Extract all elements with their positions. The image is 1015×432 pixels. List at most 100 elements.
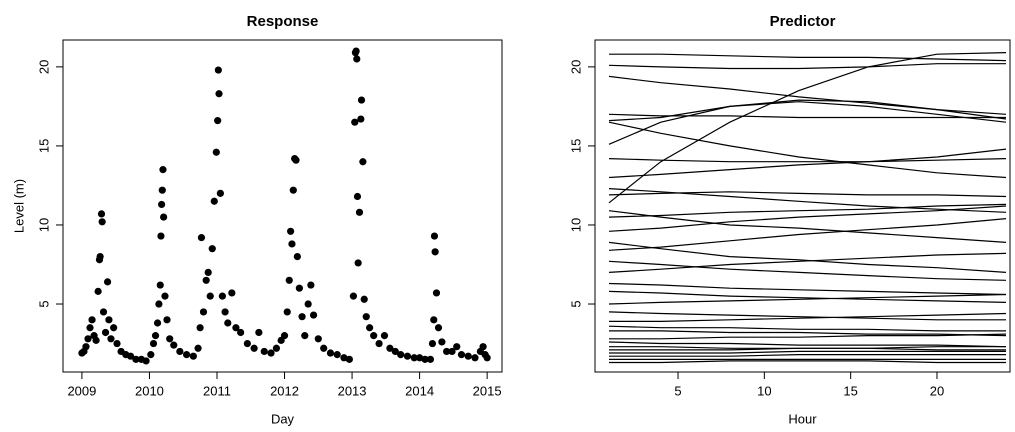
point (157, 232, 165, 240)
point (202, 276, 210, 284)
line (608, 52, 1007, 204)
line (609, 350, 1006, 354)
y-tick-label: 5 (568, 300, 583, 307)
point (345, 355, 353, 363)
point (206, 292, 214, 300)
point (431, 248, 439, 256)
x-tick-label: 2015 (473, 383, 502, 398)
point (457, 351, 466, 359)
point (96, 252, 104, 261)
x-axis-label: Day (271, 411, 295, 426)
point (298, 313, 306, 321)
x-tick-label: 2009 (67, 383, 96, 398)
point (355, 208, 364, 216)
line (608, 121, 1007, 179)
point (105, 316, 113, 324)
y-tick-label: 15 (36, 139, 51, 153)
point (359, 158, 367, 166)
point (161, 292, 169, 300)
line (608, 99, 1007, 122)
point (151, 332, 160, 340)
point (375, 339, 383, 348)
chart-title: Response (247, 13, 319, 30)
plot-frame (594, 39, 1011, 373)
line (609, 360, 1006, 364)
x-axis-label: Hour (788, 411, 817, 426)
point (82, 343, 90, 351)
point (326, 349, 335, 357)
point (84, 335, 92, 343)
line (609, 330, 1007, 337)
point (362, 313, 370, 321)
point (260, 347, 268, 356)
point (250, 344, 258, 352)
x-tick-label: 15 (843, 383, 857, 398)
point (113, 339, 121, 348)
line (608, 63, 1006, 70)
point (397, 351, 405, 359)
point (292, 156, 300, 164)
point (216, 189, 224, 197)
line (608, 241, 1007, 273)
line (608, 311, 1006, 321)
y-tick-label: 10 (568, 218, 583, 232)
point (307, 281, 315, 289)
point (153, 319, 162, 327)
plot-frame (62, 39, 503, 373)
point (340, 354, 348, 362)
point (360, 295, 368, 303)
point (176, 347, 184, 356)
point (287, 227, 295, 235)
point (357, 115, 365, 123)
line (609, 346, 1006, 351)
point (204, 268, 212, 276)
point (352, 47, 360, 55)
line (608, 205, 1007, 232)
point (155, 300, 163, 308)
point (255, 328, 263, 337)
point (160, 213, 168, 221)
point (314, 335, 322, 343)
point (92, 336, 100, 344)
point (353, 192, 362, 201)
point (448, 347, 456, 356)
point (453, 343, 461, 351)
point (98, 218, 106, 226)
point (197, 234, 206, 242)
point (386, 344, 394, 352)
point (210, 197, 218, 205)
point (170, 341, 178, 349)
x-tick-label: 2013 (338, 383, 367, 398)
point (432, 289, 441, 297)
y-tick-label: 10 (36, 218, 51, 232)
point (215, 90, 223, 98)
line (608, 188, 1007, 213)
point (224, 319, 232, 327)
y-tick-label: 15 (568, 139, 583, 153)
point (132, 355, 140, 363)
point (289, 186, 297, 194)
line (608, 252, 1007, 273)
point (110, 324, 118, 332)
point (182, 351, 191, 359)
line (608, 113, 1006, 119)
x-tick-label: 2014 (405, 383, 434, 398)
y-tick-label: 20 (568, 60, 583, 74)
point (149, 339, 158, 348)
point (370, 332, 378, 340)
point (126, 352, 135, 360)
point (142, 357, 150, 365)
point (194, 344, 202, 352)
line (608, 260, 1007, 281)
line (609, 53, 1007, 62)
line (609, 354, 1006, 357)
point (309, 311, 318, 319)
point (159, 166, 167, 174)
line (608, 75, 1007, 115)
point (99, 308, 108, 316)
line (608, 210, 1007, 243)
y-tick-label: 20 (36, 60, 51, 74)
point (464, 352, 472, 360)
point (366, 324, 374, 332)
